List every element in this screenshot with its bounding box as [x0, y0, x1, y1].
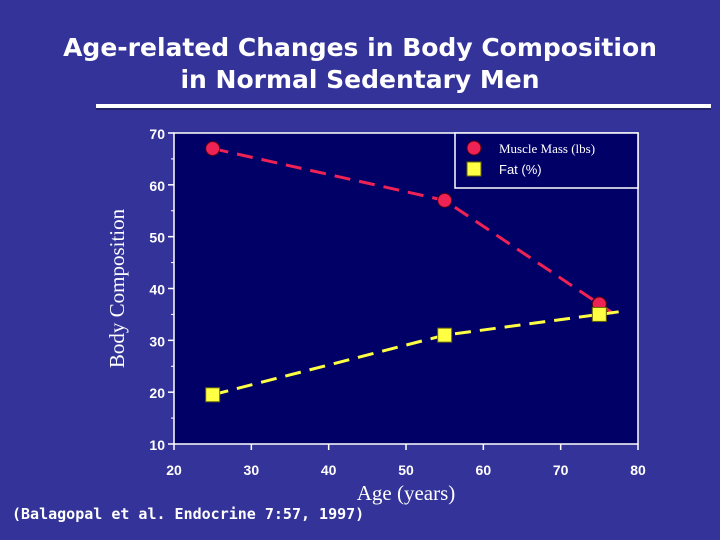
fat-point: [591, 306, 607, 322]
y-axis-label: Body Composition: [105, 208, 129, 368]
title-divider: [96, 104, 711, 108]
legend-label: Muscle Mass (lbs): [499, 141, 595, 156]
legend-label: Fat (%): [499, 162, 542, 177]
y-tick-label: 60: [149, 178, 165, 194]
muscle-mass-point: [205, 141, 221, 157]
y-tick-label: 10: [149, 437, 165, 453]
series-line-0: [212, 147, 620, 319]
x-tick-label: 40: [321, 462, 337, 478]
citation: (Balagopal et al. Endocrine 7:57, 1997): [12, 505, 365, 523]
x-tick-label: 30: [244, 462, 260, 478]
legend-marker-square: [466, 161, 482, 177]
y-tick-label: 30: [149, 333, 165, 349]
slide-title: Age-related Changes in Body Composition …: [0, 32, 720, 96]
x-tick-label: 80: [630, 462, 646, 478]
x-tick-label: 70: [553, 462, 569, 478]
series-line-1: [212, 310, 619, 397]
title-divider-shadow: [96, 108, 711, 110]
x-axis-label: Age (years): [357, 481, 456, 505]
fat-point: [205, 387, 221, 403]
y-tick-label: 70: [149, 126, 165, 142]
muscle-mass-point: [437, 192, 453, 208]
y-tick-label: 20: [149, 385, 165, 401]
fat-point: [437, 327, 453, 343]
slide-title-line-2: in Normal Sedentary Men: [180, 65, 540, 94]
x-tick-label: 20: [166, 462, 182, 478]
y-tick-label: 40: [149, 282, 165, 298]
y-tick-label: 50: [149, 230, 165, 246]
slide-title-line-1: Age-related Changes in Body Composition: [63, 33, 657, 62]
x-tick-label: 60: [476, 462, 492, 478]
legend-marker-circle: [466, 140, 482, 156]
x-tick-label: 50: [398, 462, 414, 478]
legend-box: [454, 132, 639, 189]
